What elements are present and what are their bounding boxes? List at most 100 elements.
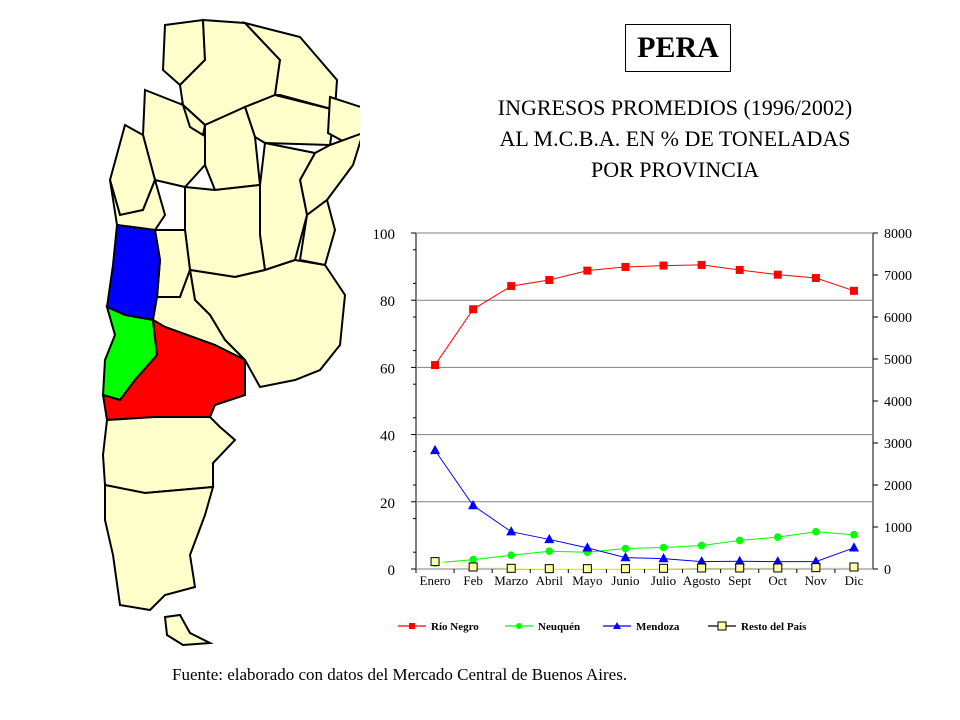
y2-tick-label-5000: 5000 [884,353,912,368]
x-tick-label-7: Agosto [683,573,721,588]
point-1-8 [735,536,744,545]
y-tick-label-0: 0 [388,563,396,579]
point-0-10 [811,274,820,283]
point-3-11 [849,562,859,572]
point-3-0 [430,557,440,567]
x-tick-label-6: Julio [651,573,676,588]
map-province-tucuman [180,101,207,137]
map-province-entre-rios [298,198,337,267]
source-footnote: Fuente: elaborado con datos del Mercado … [172,665,628,684]
map-province-tierra-del-fuego [163,613,214,647]
point-3-1 [468,562,478,572]
series-line-2 [434,450,855,563]
legend-marker-0 [409,623,415,629]
x-tick-label-4: Mayo [572,573,602,588]
legend-label-2: Mendoza [636,621,680,633]
chart-title: INGRESOS PROMEDIOS (1996/2002) AL M.C.B.… [440,92,910,185]
y-tick-label-40: 40 [380,429,395,445]
point-3-9 [773,563,783,573]
legend-label-1: Neuquén [538,621,580,633]
map-province-mendoza [105,223,162,322]
x-tick-label-3: Abril [536,573,564,588]
point-2-0 [429,444,441,455]
point-0-2 [507,282,516,291]
series-line-1 [434,531,854,564]
point-2-2 [506,526,517,536]
point-2-1 [468,499,479,510]
point-2-4 [582,542,593,552]
point-1-10 [812,527,820,536]
x-tick-label-0: Enero [420,573,451,588]
point-0-3 [545,276,554,285]
point-1-6 [659,543,668,552]
point-3-7 [697,563,707,573]
y-tick-label-20: 20 [380,496,395,512]
title-line-2: AL M.C.B.A. EN % DE TONELADAS [499,126,851,151]
point-0-5 [621,262,630,271]
point-1-7 [697,541,706,550]
point-3-6 [659,563,669,573]
point-2-8 [734,555,745,565]
map-province-chubut [101,416,237,495]
y2-tick-label-0: 0 [884,563,891,578]
point-0-8 [735,265,744,274]
line-chart: 0204060801000100020003000400050006000700… [373,227,913,633]
point-2-3 [544,533,555,544]
x-tick-label-5: Junio [611,573,639,588]
y-tick-label-100: 100 [373,227,396,243]
map-province-misiones [326,95,360,147]
x-tick-label-2: Marzo [494,573,528,588]
legend-label-0: Río Negro [431,621,479,633]
point-3-10 [811,563,821,573]
point-1-9 [773,533,782,541]
point-3-3 [544,564,554,574]
point-0-9 [773,270,782,279]
point-3-2 [506,563,516,573]
y2-tick-label-4000: 4000 [884,395,912,410]
x-tick-label-8: Sept [728,573,752,588]
point-0-11 [849,286,858,295]
y2-tick-label-3000: 3000 [884,437,912,452]
y2-tick-label-8000: 8000 [884,227,912,242]
legend-marker-3 [717,621,727,631]
product-badge: PERA [625,24,731,72]
point-3-5 [620,564,630,574]
y2-tick-label-1000: 1000 [884,521,912,536]
point-1-5 [621,544,630,553]
title-line-1: INGRESOS PROMEDIOS (1996/2002) [497,95,853,120]
point-2-11 [848,542,860,552]
y2-tick-label-7000: 7000 [884,269,912,284]
point-0-0 [431,361,440,370]
point-2-5 [620,552,631,562]
point-2-6 [658,553,669,563]
y2-tick-label-2000: 2000 [884,479,912,494]
x-tick-label-11: Dic [845,573,864,588]
point-3-4 [582,564,592,574]
x-tick-label-9: Oct [768,573,787,588]
point-3-8 [735,563,745,573]
legend-marker-1 [516,623,522,629]
map-provinces-north [108,18,360,298]
y-tick-label-60: 60 [380,361,395,377]
map-province-cordoba [184,183,267,279]
point-1-1 [469,555,477,564]
x-tick-label-1: Feb [463,573,483,588]
point-1-3 [545,547,554,555]
point-0-4 [583,266,592,275]
x-tick-label-10: Nov [805,573,828,588]
point-1-11 [850,530,858,539]
plot-frame [415,232,874,570]
point-0-7 [697,260,706,269]
point-1-2 [507,551,516,560]
y-tick-label-80: 80 [380,294,395,310]
series-line-3 [434,561,854,570]
legend-label-3: Resto del País [741,621,807,633]
series-line-0 [434,264,855,366]
title-line-3: POR PROVINCIA [590,157,760,182]
argentina-map [101,18,360,647]
y2-tick-label-6000: 6000 [884,311,912,326]
map-province-santa-cruz [104,483,215,612]
legend-marker-2 [613,622,621,629]
point-0-1 [469,305,478,314]
point-0-6 [659,261,668,270]
